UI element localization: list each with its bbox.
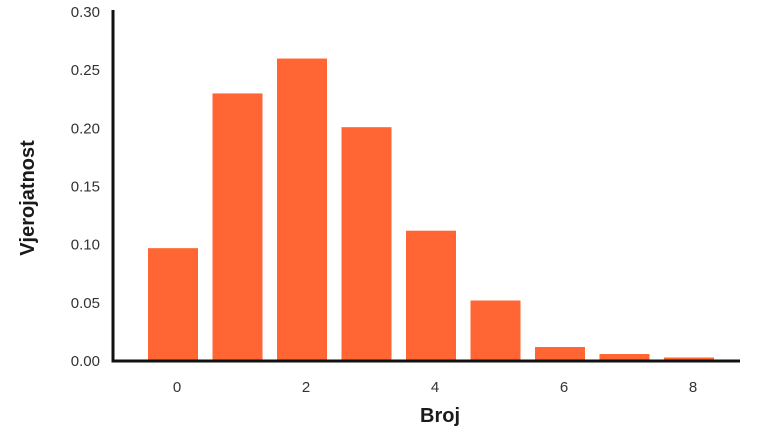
y-tick-label: 0.15	[71, 179, 100, 196]
x-tick-label: 6	[560, 379, 568, 396]
x-axis-title: Broj	[420, 405, 460, 427]
bar-1	[212, 93, 263, 361]
axes-group	[111, 10, 740, 363]
bar-2	[277, 58, 327, 362]
x-tick-label: 2	[302, 379, 310, 396]
bar-4	[406, 230, 456, 361]
bar-7	[599, 354, 650, 361]
y-tick-label: 0.30	[71, 4, 100, 21]
y-tick-label: 0.25	[71, 62, 100, 79]
bars-group	[148, 58, 714, 362]
x-tick-labels: 0 2 4 6 8	[173, 379, 697, 396]
x-tick-label: 4	[431, 379, 439, 396]
y-tick-label: 0.10	[71, 237, 100, 254]
y-tick-label: 0.20	[71, 120, 100, 137]
bar-5	[470, 300, 521, 361]
bar-0	[148, 248, 198, 361]
y-axis-title: Vjerojatnost	[17, 140, 39, 256]
bar-8	[664, 357, 714, 361]
bar-3	[341, 127, 392, 361]
y-tick-label: 0.00	[71, 353, 100, 370]
x-tick-label: 8	[689, 379, 697, 396]
y-tick-labels: 0.00 0.05 0.10 0.15 0.20 0.25 0.30	[71, 4, 100, 370]
y-tick-label: 0.05	[71, 295, 100, 312]
bar-6	[535, 347, 585, 361]
x-tick-label: 0	[173, 379, 181, 396]
